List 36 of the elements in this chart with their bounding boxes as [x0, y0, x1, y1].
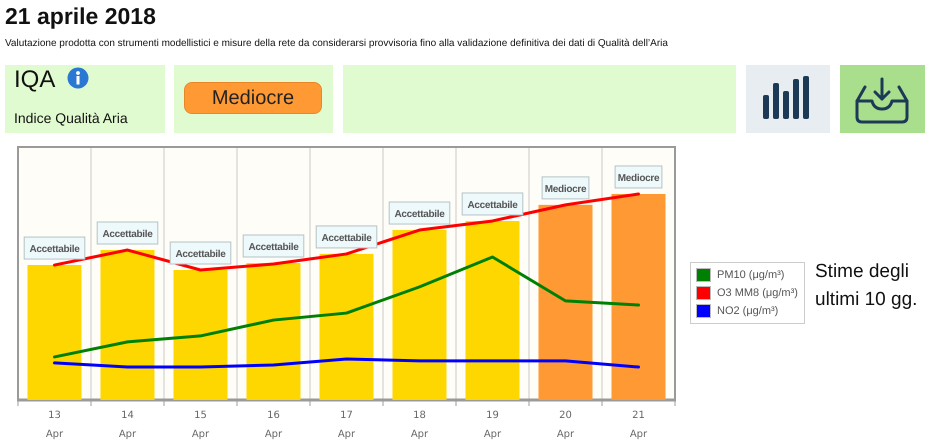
annotation: Accettabile [321, 232, 372, 244]
bar [611, 194, 666, 400]
x-tick-label: 18 Apr [410, 410, 430, 440]
bar [392, 230, 446, 400]
legend-label: O3 MM8 (μg/m³) [717, 287, 798, 299]
x-tick-label: 14 Apr [118, 410, 138, 440]
annotation: Mediocre [544, 184, 587, 195]
bar [319, 254, 374, 400]
bar [538, 204, 592, 400]
bar [246, 262, 300, 400]
x-tick-label: 17 Apr [338, 410, 356, 440]
annotation: Accettabile [467, 200, 518, 211]
x-tick-label: 13 Apr [46, 410, 64, 440]
annotation: Accettabile [175, 249, 226, 260]
x-tick-label: 19 Apr [484, 410, 502, 440]
x-tick-label: 15 Apr [192, 410, 210, 440]
badge: Mediocre [184, 82, 322, 114]
bar [27, 265, 82, 400]
x-tick-label: 20 Apr [556, 410, 576, 440]
legend-label: PM10 (μg/m³) [717, 269, 784, 281]
bar [173, 270, 228, 400]
text: IQA [14, 66, 56, 94]
x-tick-label: 16 Apr [264, 410, 284, 440]
annotation: Accettabile [102, 229, 154, 240]
chart-title: 21 aprile 2018 [5, 3, 156, 30]
x-tick-label: 21 Apr [630, 410, 648, 440]
annotation: Accettabile [248, 242, 300, 253]
legend-label: NO2 (μg/m³) [717, 305, 778, 317]
text: Indice Qualità Aria [14, 110, 128, 126]
annotation: Mediocre [618, 172, 660, 184]
annotation: Accettabile [394, 209, 446, 220]
text: Stime degli ultimi 10 gg. [815, 260, 918, 312]
chart-subtitle: Valutazione prodotta con strumenti modellistici e misure della rete da considerarsi provvisoria fino alla validazione definitiva dei dati di Qualità dell’Aria [5, 38, 668, 49]
bar [465, 220, 520, 400]
bar [100, 250, 154, 400]
annotation: Accettabile [29, 244, 80, 256]
